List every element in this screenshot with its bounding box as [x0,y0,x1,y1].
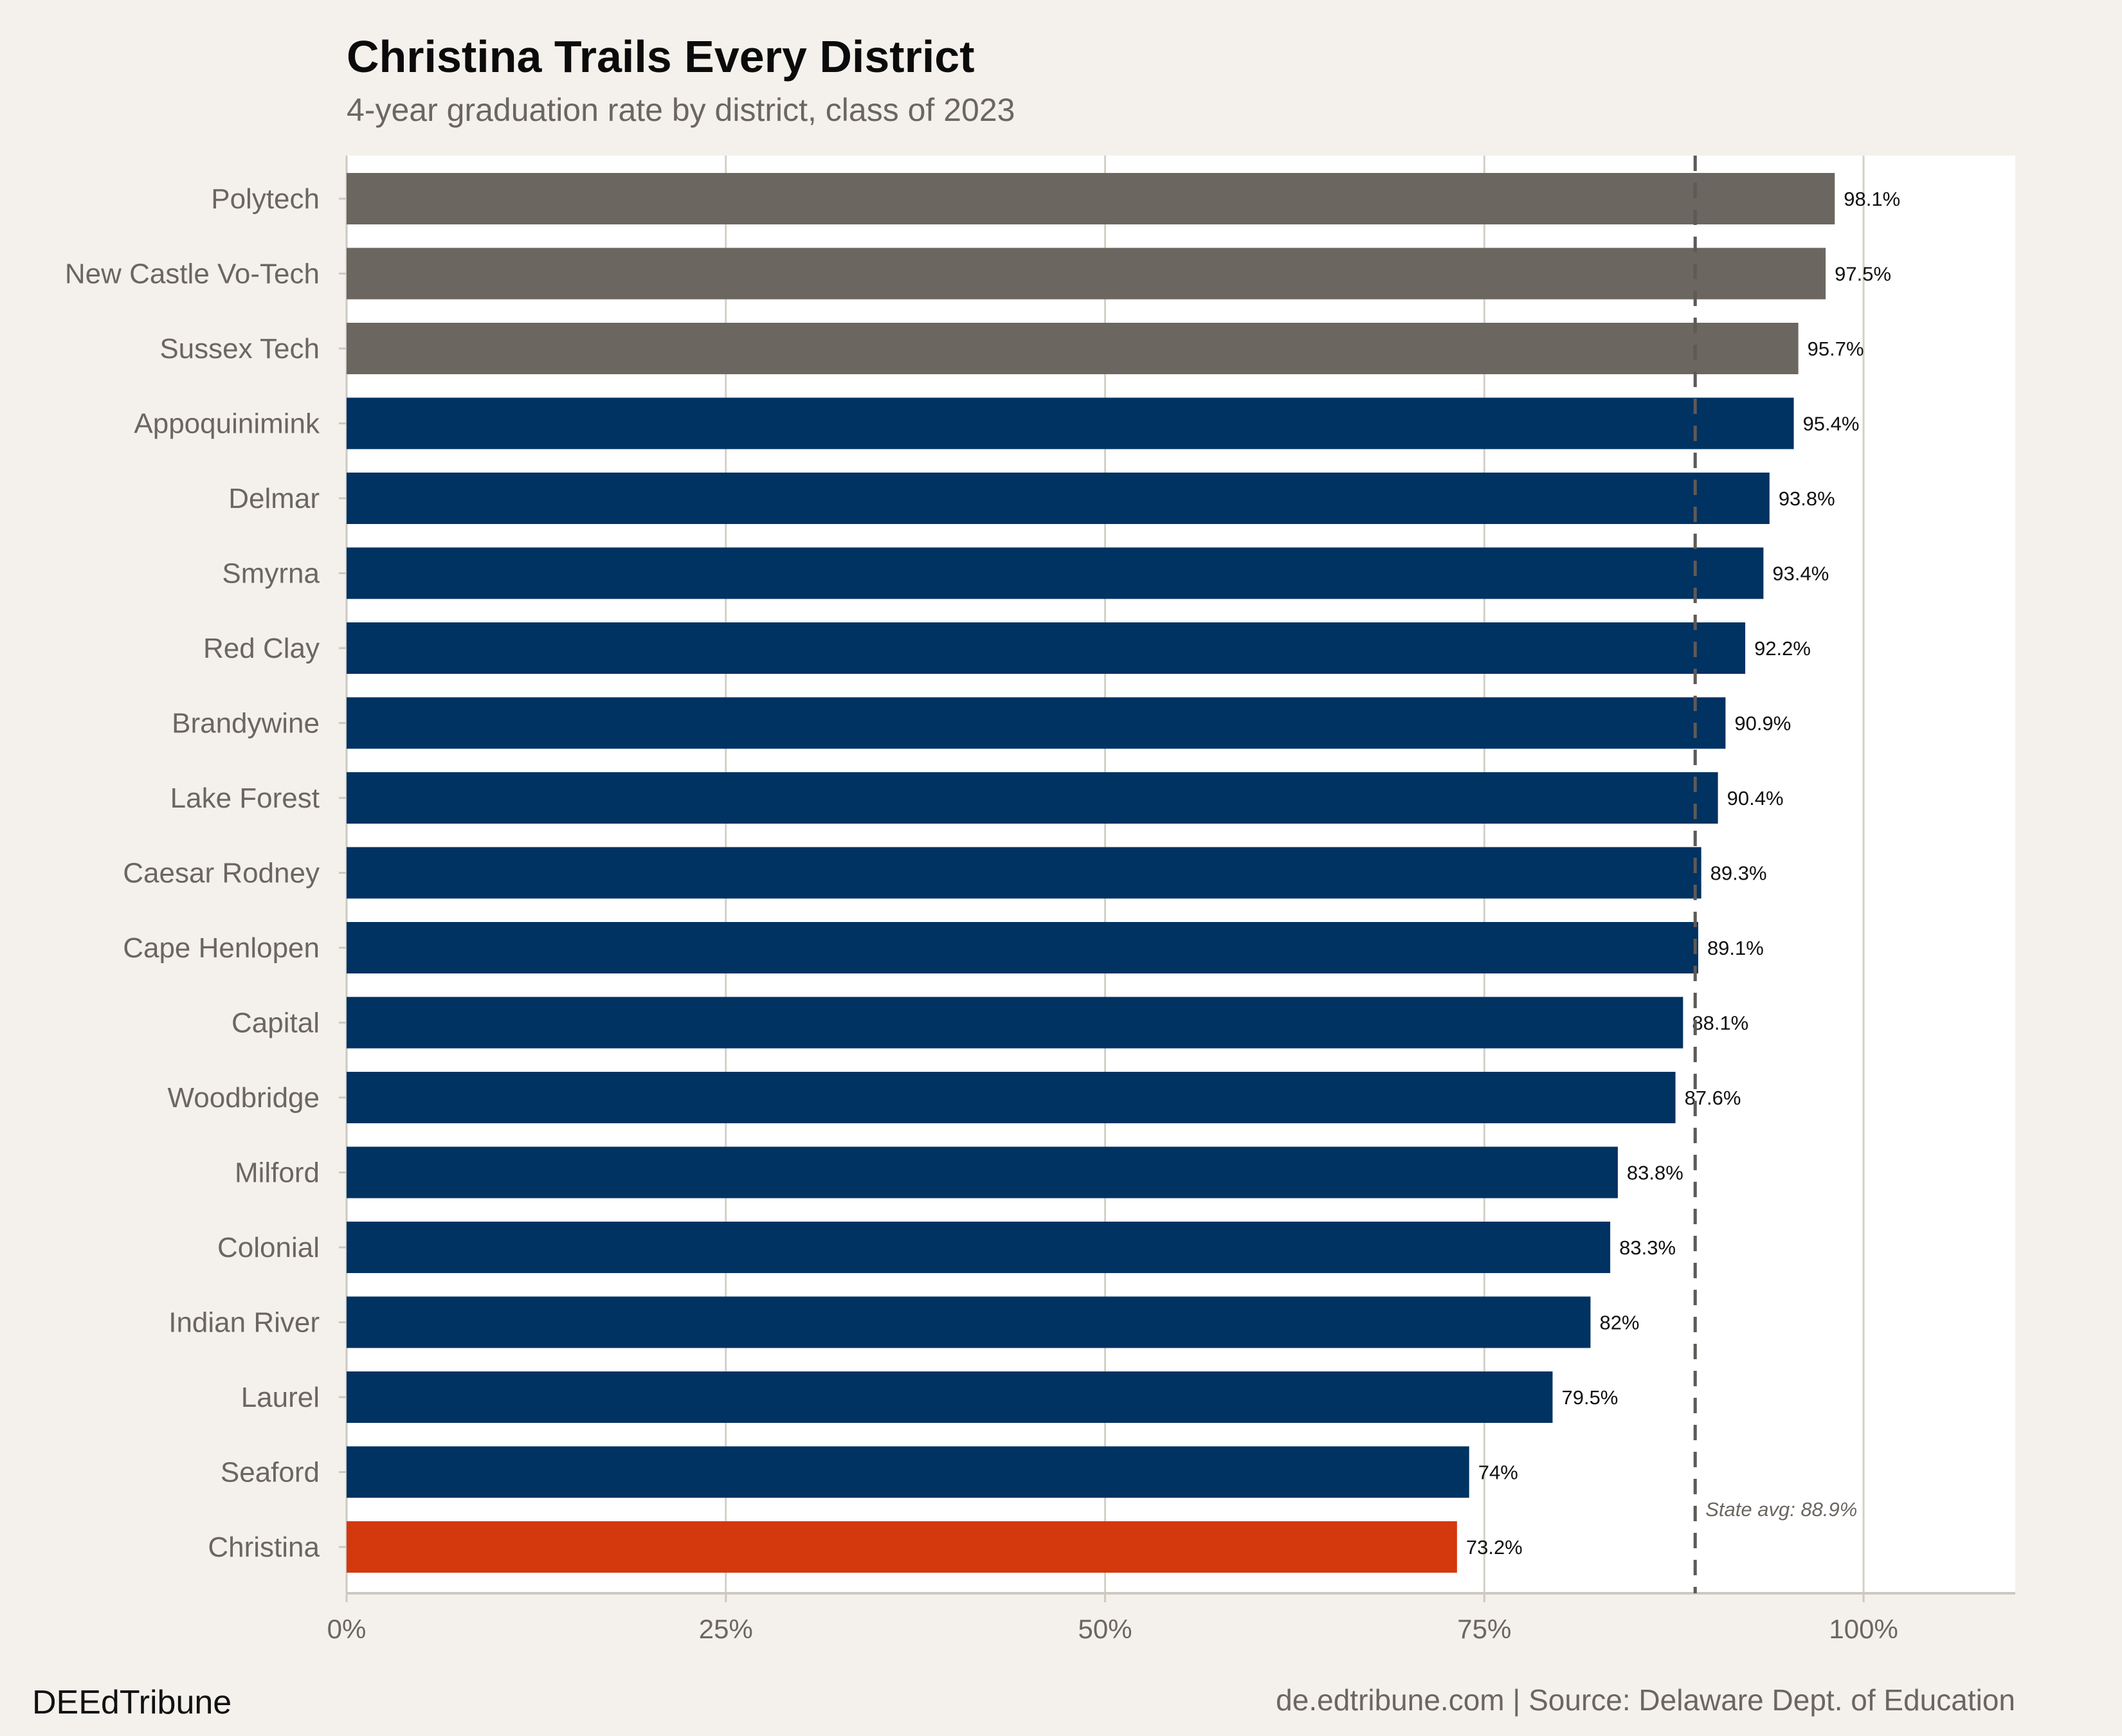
y-tick-label: Laurel [241,1382,320,1413]
y-tick-label: Smyrna [222,558,320,590]
x-tick-label: 75% [1457,1614,1511,1644]
bar [347,248,1826,300]
value-label: 98.1% [1844,188,1900,210]
y-tick-label: Christina [208,1532,320,1563]
footer-brand: DEEdTribune [32,1684,231,1721]
y-tick-label: Polytech [211,183,320,215]
bar [347,473,1770,524]
value-label: 93.4% [1772,563,1829,585]
y-tick-label: Red Clay [203,633,320,664]
chart-subtitle: 4-year graduation rate by district, clas… [347,92,1015,128]
bar [347,1146,1618,1198]
y-tick-label: Milford [235,1157,320,1189]
value-label: 90.9% [1734,712,1791,735]
y-tick-label: Brandywine [172,708,320,739]
value-label: 83.3% [1619,1236,1676,1259]
value-label: 95.4% [1803,413,1860,435]
bar [347,1072,1676,1123]
x-tick-label: 50% [1078,1614,1132,1644]
bar [347,547,1764,599]
value-label: 87.6% [1685,1087,1741,1109]
y-tick-label: Capital [231,1008,320,1039]
x-tick-label: 100% [1829,1614,1898,1644]
state-average-label: State avg: 88.9% [1705,1498,1857,1521]
y-tick-label: Colonial [217,1232,320,1263]
value-label: 93.8% [1779,487,1835,510]
value-label: 82% [1599,1312,1639,1334]
bar [347,1296,1591,1348]
bar [347,397,1794,449]
chart-title: Christina Trails Every District [347,32,975,82]
bar [347,173,1835,224]
bar [347,622,1746,674]
bar [347,1371,1553,1423]
y-tick-label: Delmar [228,483,320,514]
y-tick-label: Cape Henlopen [123,932,320,964]
y-tick-label: Caesar Rodney [123,858,320,889]
value-label: 95.7% [1808,338,1864,360]
y-tick-label: Lake Forest [170,782,320,814]
bar [347,1446,1469,1498]
bar [347,1222,1611,1273]
value-label: 89.1% [1707,937,1764,959]
value-label: 79.5% [1561,1386,1618,1409]
x-tick-label: 25% [699,1614,753,1644]
value-label: 88.1% [1692,1012,1748,1035]
y-tick-label: Seaford [221,1457,320,1488]
value-label: 73.2% [1466,1536,1523,1559]
footer-source: de.edtribune.com | Source: Delaware Dept… [1276,1683,2015,1717]
y-tick-label: Woodbridge [168,1082,320,1114]
bar [347,1521,1457,1573]
y-tick-label: Appoquinimink [134,408,320,440]
value-label: 92.2% [1754,637,1811,660]
bar [347,997,1683,1049]
value-label: 74% [1478,1461,1518,1484]
bar [347,772,1718,824]
y-tick-label: Sussex Tech [159,333,320,365]
bar [347,922,1698,973]
bar [347,697,1726,749]
bar [347,323,1799,374]
x-tick-label: 0% [327,1614,367,1644]
bar [347,847,1701,899]
value-label: 97.5% [1835,263,1891,285]
value-label: 89.3% [1710,862,1767,885]
value-label: 90.4% [1727,787,1784,809]
value-label: 83.8% [1627,1162,1683,1184]
y-tick-label: New Castle Vo-Tech [65,258,320,290]
y-tick-label: Indian River [168,1307,320,1339]
